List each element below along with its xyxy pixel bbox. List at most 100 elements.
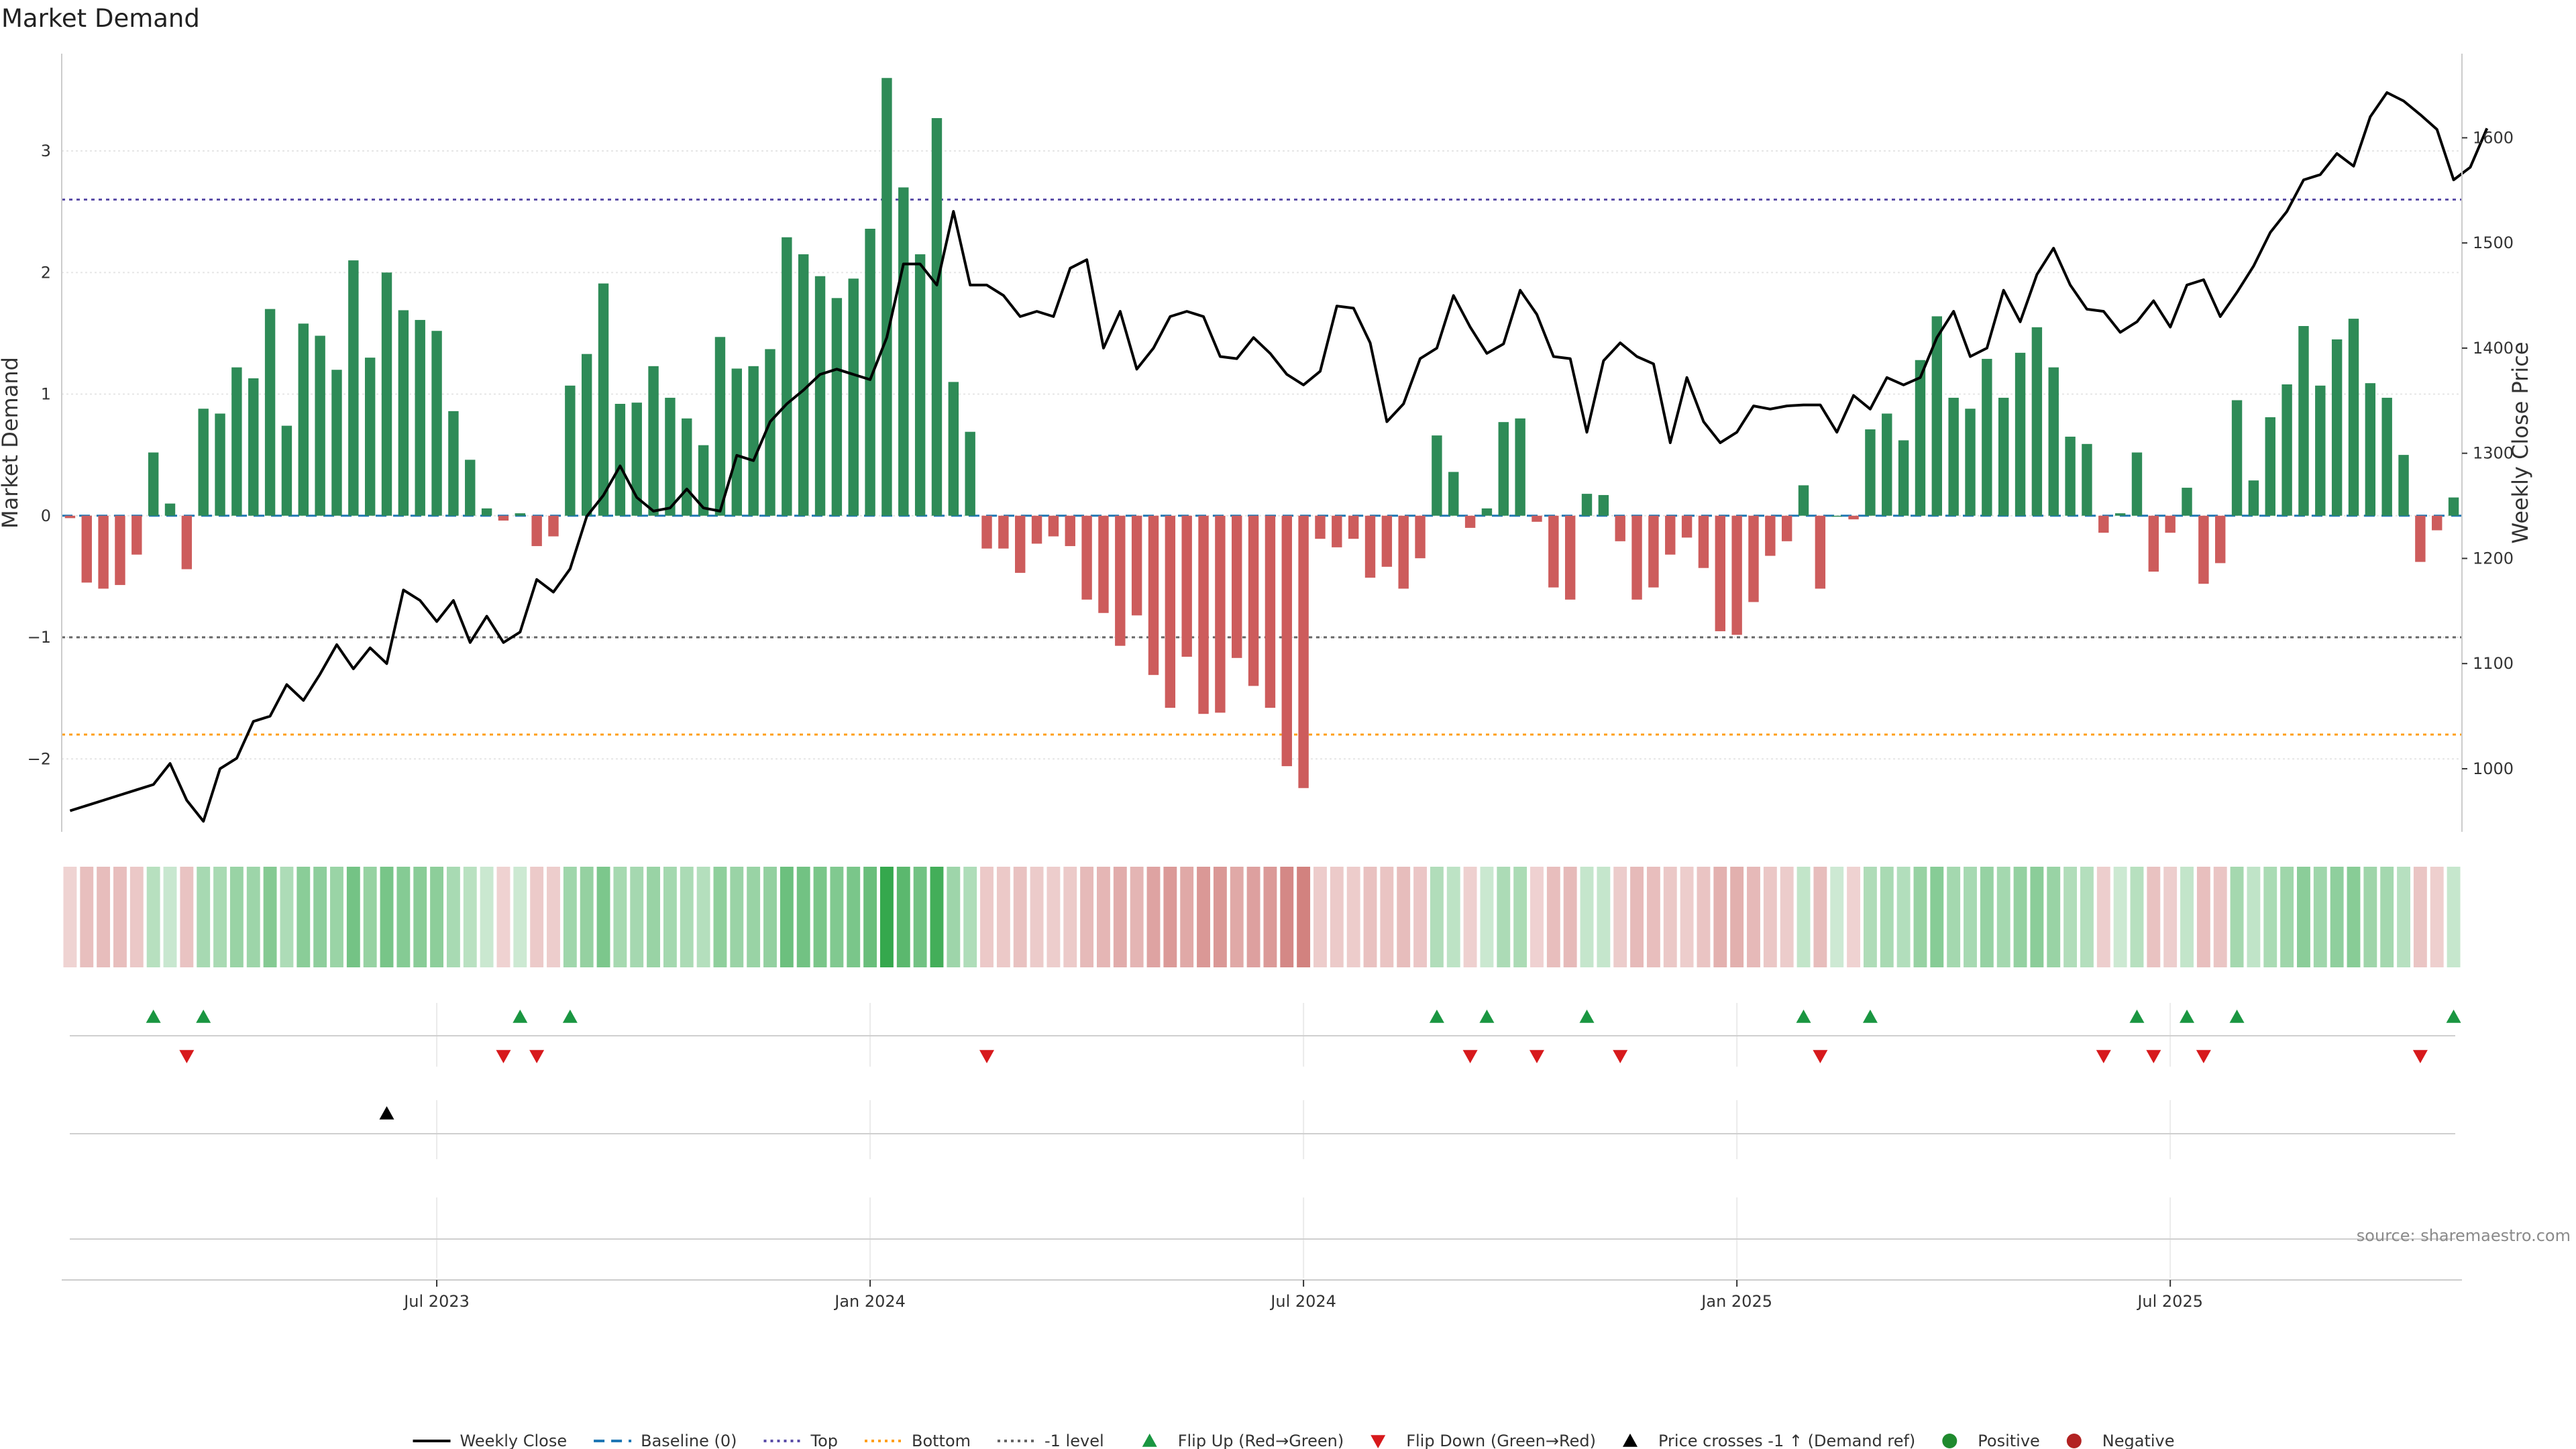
heat-cell	[1013, 867, 1027, 967]
flip-up-marker	[1862, 1010, 1878, 1023]
demand-bar	[398, 310, 409, 516]
heat-cell	[947, 867, 961, 967]
demand-bar	[631, 402, 642, 516]
demand-bar	[1165, 515, 1176, 708]
x-tick-label: Jan 2025	[1700, 1292, 1772, 1311]
flip-up-marker	[1796, 1010, 1811, 1023]
demand-bar	[231, 367, 242, 516]
demand-bar	[2381, 397, 2392, 516]
heat-cell	[463, 867, 477, 967]
x-tick-label: Jul 2025	[2136, 1292, 2203, 1311]
heat-cell	[1180, 867, 1194, 967]
demand-bar	[2282, 384, 2292, 516]
demand-bar	[914, 254, 926, 516]
demand-bar	[1248, 515, 1259, 686]
heat-cell	[97, 867, 111, 967]
demand-bar	[1615, 515, 1625, 541]
heat-cell	[1597, 867, 1611, 967]
demand-bar	[381, 272, 392, 516]
demand-bar	[281, 425, 292, 516]
heat-cell	[180, 867, 194, 967]
heat-cell	[1413, 867, 1427, 967]
demand-bar	[798, 254, 809, 516]
heat-cell	[1964, 867, 1977, 967]
price-cross-marker	[379, 1106, 394, 1120]
heat-cell	[1097, 867, 1110, 967]
flip-up-marker	[2229, 1010, 2245, 1023]
weekly-close-line	[69, 91, 2489, 823]
demand-bar	[2048, 367, 2059, 516]
heat-cell	[896, 867, 910, 967]
demand-bar	[2015, 352, 2026, 516]
demand-bar	[1648, 515, 1659, 588]
heat-cell	[1663, 867, 1677, 967]
heat-cell	[297, 867, 311, 967]
demand-bar	[531, 515, 542, 547]
heat-cell	[2297, 867, 2310, 967]
flip-down-marker	[979, 1050, 995, 1063]
demand-bar	[1364, 515, 1376, 578]
demand-bar	[2265, 417, 2275, 516]
demand-bar	[2315, 385, 2326, 516]
flip-down-marker	[1813, 1050, 1828, 1063]
demand-bar	[931, 118, 943, 516]
demand-bar	[1265, 515, 1276, 708]
demand-bar	[1798, 485, 1809, 516]
demand-bar	[115, 515, 125, 586]
demand-bar	[1915, 360, 1926, 516]
heat-cell	[1330, 867, 1344, 967]
demand-bar	[2348, 319, 2359, 516]
flip-down-marker	[1529, 1050, 1544, 1063]
heat-cell	[1030, 867, 1044, 967]
flip-up-marker	[1479, 1010, 1495, 1023]
heat-cell	[1563, 867, 1577, 967]
demand-bar	[1148, 515, 1159, 676]
demand-bar	[1748, 515, 1759, 602]
legend-label: Baseline (0)	[641, 1432, 737, 1449]
heat-cell	[780, 867, 794, 967]
demand-bar	[1831, 515, 1842, 517]
demand-bar	[1982, 358, 1992, 516]
demand-bar	[1298, 515, 1309, 788]
demand-bar	[1598, 494, 1609, 516]
demand-bar	[1498, 422, 1509, 516]
demand-bar	[748, 366, 759, 516]
heat-cell	[2196, 867, 2210, 967]
demand-bar	[448, 411, 459, 516]
demand-bar	[415, 319, 425, 516]
source-note: source: sharemaestro.com	[2357, 1226, 2571, 1245]
demand-bar	[1731, 515, 1742, 635]
heat-cell	[2280, 867, 2294, 967]
demand-bar	[1998, 397, 2009, 516]
heat-cell	[647, 867, 661, 967]
demand-bar	[1448, 472, 1459, 516]
legend-swatch	[2066, 1434, 2082, 1448]
heat-cell	[580, 867, 594, 967]
heat-cell	[613, 867, 627, 967]
heat-cell	[496, 867, 511, 967]
heat-cell	[1530, 867, 1544, 967]
heat-cell	[1113, 867, 1127, 967]
demand-bar	[465, 460, 476, 516]
heat-cell	[1880, 867, 1894, 967]
y2-tick-label: 1200	[2473, 549, 2514, 568]
demand-bar	[1548, 515, 1559, 588]
legend-swatch	[1942, 1434, 1957, 1448]
demand-bar	[1115, 515, 1126, 646]
legend-item: Bottom	[865, 1432, 971, 1449]
demand-bar	[248, 378, 259, 516]
demand-bar	[965, 431, 975, 516]
demand-bar	[731, 368, 743, 516]
heat-cell	[1146, 867, 1161, 967]
demand-bar	[1315, 515, 1326, 539]
demand-bar	[1698, 515, 1709, 568]
axes: −2 −1 0 1 2 3 1000 1100 1200 1300 1400 1500 1600	[28, 54, 2514, 832]
heat-cell	[1847, 867, 1861, 967]
heat-cell	[1046, 867, 1061, 967]
demand-bar	[2198, 515, 2209, 584]
demand-bar	[682, 418, 692, 516]
heat-cell	[1813, 867, 1827, 967]
heat-cell	[197, 867, 211, 967]
y2-tick-label: 1500	[2473, 233, 2514, 252]
heat-cell	[113, 867, 127, 967]
